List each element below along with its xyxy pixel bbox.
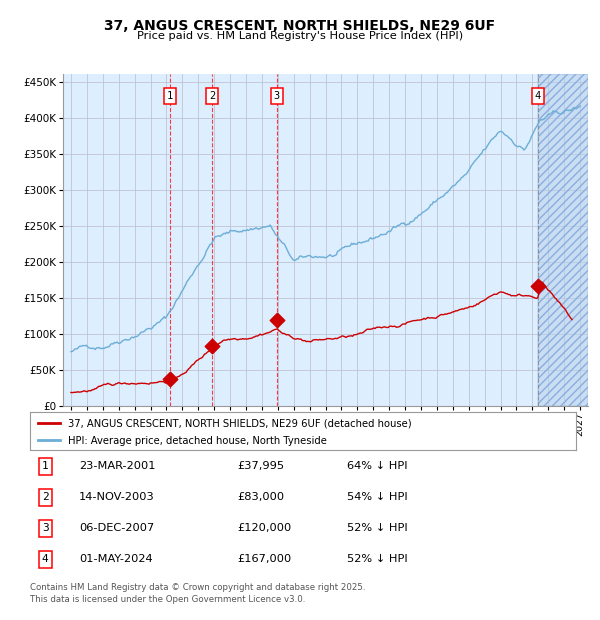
Text: £83,000: £83,000 xyxy=(238,492,284,502)
Point xyxy=(272,314,281,324)
Text: 01-MAY-2024: 01-MAY-2024 xyxy=(79,554,153,564)
Bar xyxy=(538,74,588,406)
Text: 23-MAR-2001: 23-MAR-2001 xyxy=(79,461,155,471)
Text: 06-DEC-2007: 06-DEC-2007 xyxy=(79,523,154,533)
Text: 2: 2 xyxy=(42,492,49,502)
Point xyxy=(207,341,217,351)
Text: Contains HM Land Registry data © Crown copyright and database right 2025.
This d: Contains HM Land Registry data © Crown c… xyxy=(30,583,365,604)
Text: 4: 4 xyxy=(42,554,49,564)
Text: £120,000: £120,000 xyxy=(238,523,292,533)
Text: 64% ↓ HPI: 64% ↓ HPI xyxy=(347,461,407,471)
Text: 3: 3 xyxy=(274,91,280,101)
Text: 4: 4 xyxy=(535,91,541,101)
Text: £167,000: £167,000 xyxy=(238,554,292,564)
Text: HPI: Average price, detached house, North Tyneside: HPI: Average price, detached house, Nort… xyxy=(68,436,327,446)
Point xyxy=(165,374,175,384)
Text: 3: 3 xyxy=(42,523,49,533)
Text: 2: 2 xyxy=(209,91,215,101)
Text: 52% ↓ HPI: 52% ↓ HPI xyxy=(347,554,407,564)
Text: Price paid vs. HM Land Registry's House Price Index (HPI): Price paid vs. HM Land Registry's House … xyxy=(137,31,463,41)
Text: 14-NOV-2003: 14-NOV-2003 xyxy=(79,492,155,502)
Text: 37, ANGUS CRESCENT, NORTH SHIELDS, NE29 6UF (detached house): 37, ANGUS CRESCENT, NORTH SHIELDS, NE29 … xyxy=(68,418,412,428)
Text: £37,995: £37,995 xyxy=(238,461,284,471)
Text: 1: 1 xyxy=(42,461,49,471)
Point xyxy=(533,281,542,291)
Text: 52% ↓ HPI: 52% ↓ HPI xyxy=(347,523,407,533)
Bar xyxy=(538,74,588,406)
Text: 37, ANGUS CRESCENT, NORTH SHIELDS, NE29 6UF: 37, ANGUS CRESCENT, NORTH SHIELDS, NE29 … xyxy=(104,19,496,33)
Text: 1: 1 xyxy=(167,91,173,101)
Text: 54% ↓ HPI: 54% ↓ HPI xyxy=(347,492,407,502)
